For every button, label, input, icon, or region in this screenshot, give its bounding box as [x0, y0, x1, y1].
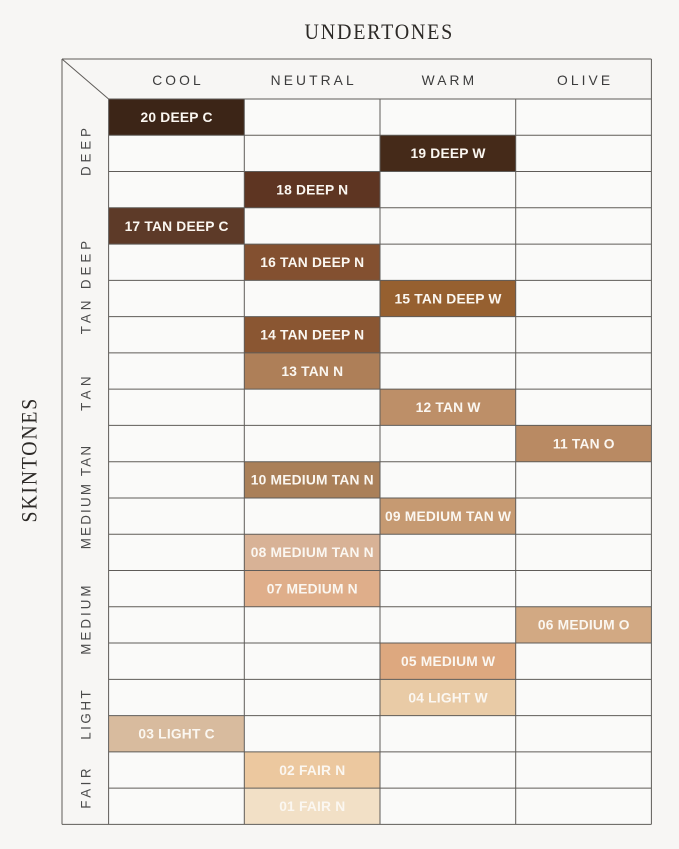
- svg-text:04 LIGHT W: 04 LIGHT W: [408, 690, 488, 705]
- svg-text:15 TAN DEEP W: 15 TAN DEEP W: [395, 291, 503, 306]
- svg-text:09 MEDIUM TAN W: 09 MEDIUM TAN W: [385, 509, 512, 524]
- svg-text:10 MEDIUM TAN N: 10 MEDIUM TAN N: [251, 473, 374, 488]
- svg-text:18 DEEP N: 18 DEEP N: [276, 182, 348, 197]
- svg-text:05 MEDIUM W: 05 MEDIUM W: [401, 654, 496, 669]
- svg-text:07 MEDIUM N: 07 MEDIUM N: [267, 581, 358, 596]
- svg-text:SKINTONES: SKINTONES: [16, 397, 41, 523]
- svg-text:20 DEEP C: 20 DEEP C: [141, 110, 213, 125]
- svg-text:01 FAIR N: 01 FAIR N: [279, 799, 345, 814]
- svg-text:WARM: WARM: [422, 73, 478, 88]
- svg-text:FAIR: FAIR: [79, 765, 94, 809]
- svg-text:19 DEEP W: 19 DEEP W: [411, 146, 487, 161]
- svg-text:11 TAN O: 11 TAN O: [553, 436, 615, 451]
- svg-text:COOL: COOL: [152, 73, 204, 88]
- svg-text:14 TAN DEEP N: 14 TAN DEEP N: [260, 328, 364, 343]
- svg-text:LIGHT: LIGHT: [79, 688, 94, 740]
- svg-text:03 LIGHT C: 03 LIGHT C: [138, 727, 214, 742]
- svg-text:08 MEDIUM TAN N: 08 MEDIUM TAN N: [251, 545, 374, 560]
- svg-text:06 MEDIUM O: 06 MEDIUM O: [538, 618, 630, 633]
- svg-text:16 TAN DEEP N: 16 TAN DEEP N: [260, 255, 364, 270]
- svg-text:TAN DEEP: TAN DEEP: [79, 237, 94, 334]
- svg-text:TAN: TAN: [79, 372, 94, 411]
- svg-text:NEUTRAL: NEUTRAL: [271, 73, 357, 88]
- svg-text:UNDERTONES: UNDERTONES: [305, 19, 455, 44]
- svg-text:02 FAIR N: 02 FAIR N: [279, 763, 345, 778]
- svg-text:DEEP: DEEP: [79, 124, 94, 176]
- svg-text:17 TAN DEEP C: 17 TAN DEEP C: [125, 219, 229, 234]
- svg-text:12 TAN W: 12 TAN W: [416, 400, 482, 415]
- svg-text:MEDIUM TAN: MEDIUM TAN: [79, 444, 94, 550]
- svg-text:MEDIUM: MEDIUM: [79, 582, 94, 654]
- svg-text:OLIVE: OLIVE: [557, 73, 613, 88]
- svg-text:13 TAN N: 13 TAN N: [281, 364, 343, 379]
